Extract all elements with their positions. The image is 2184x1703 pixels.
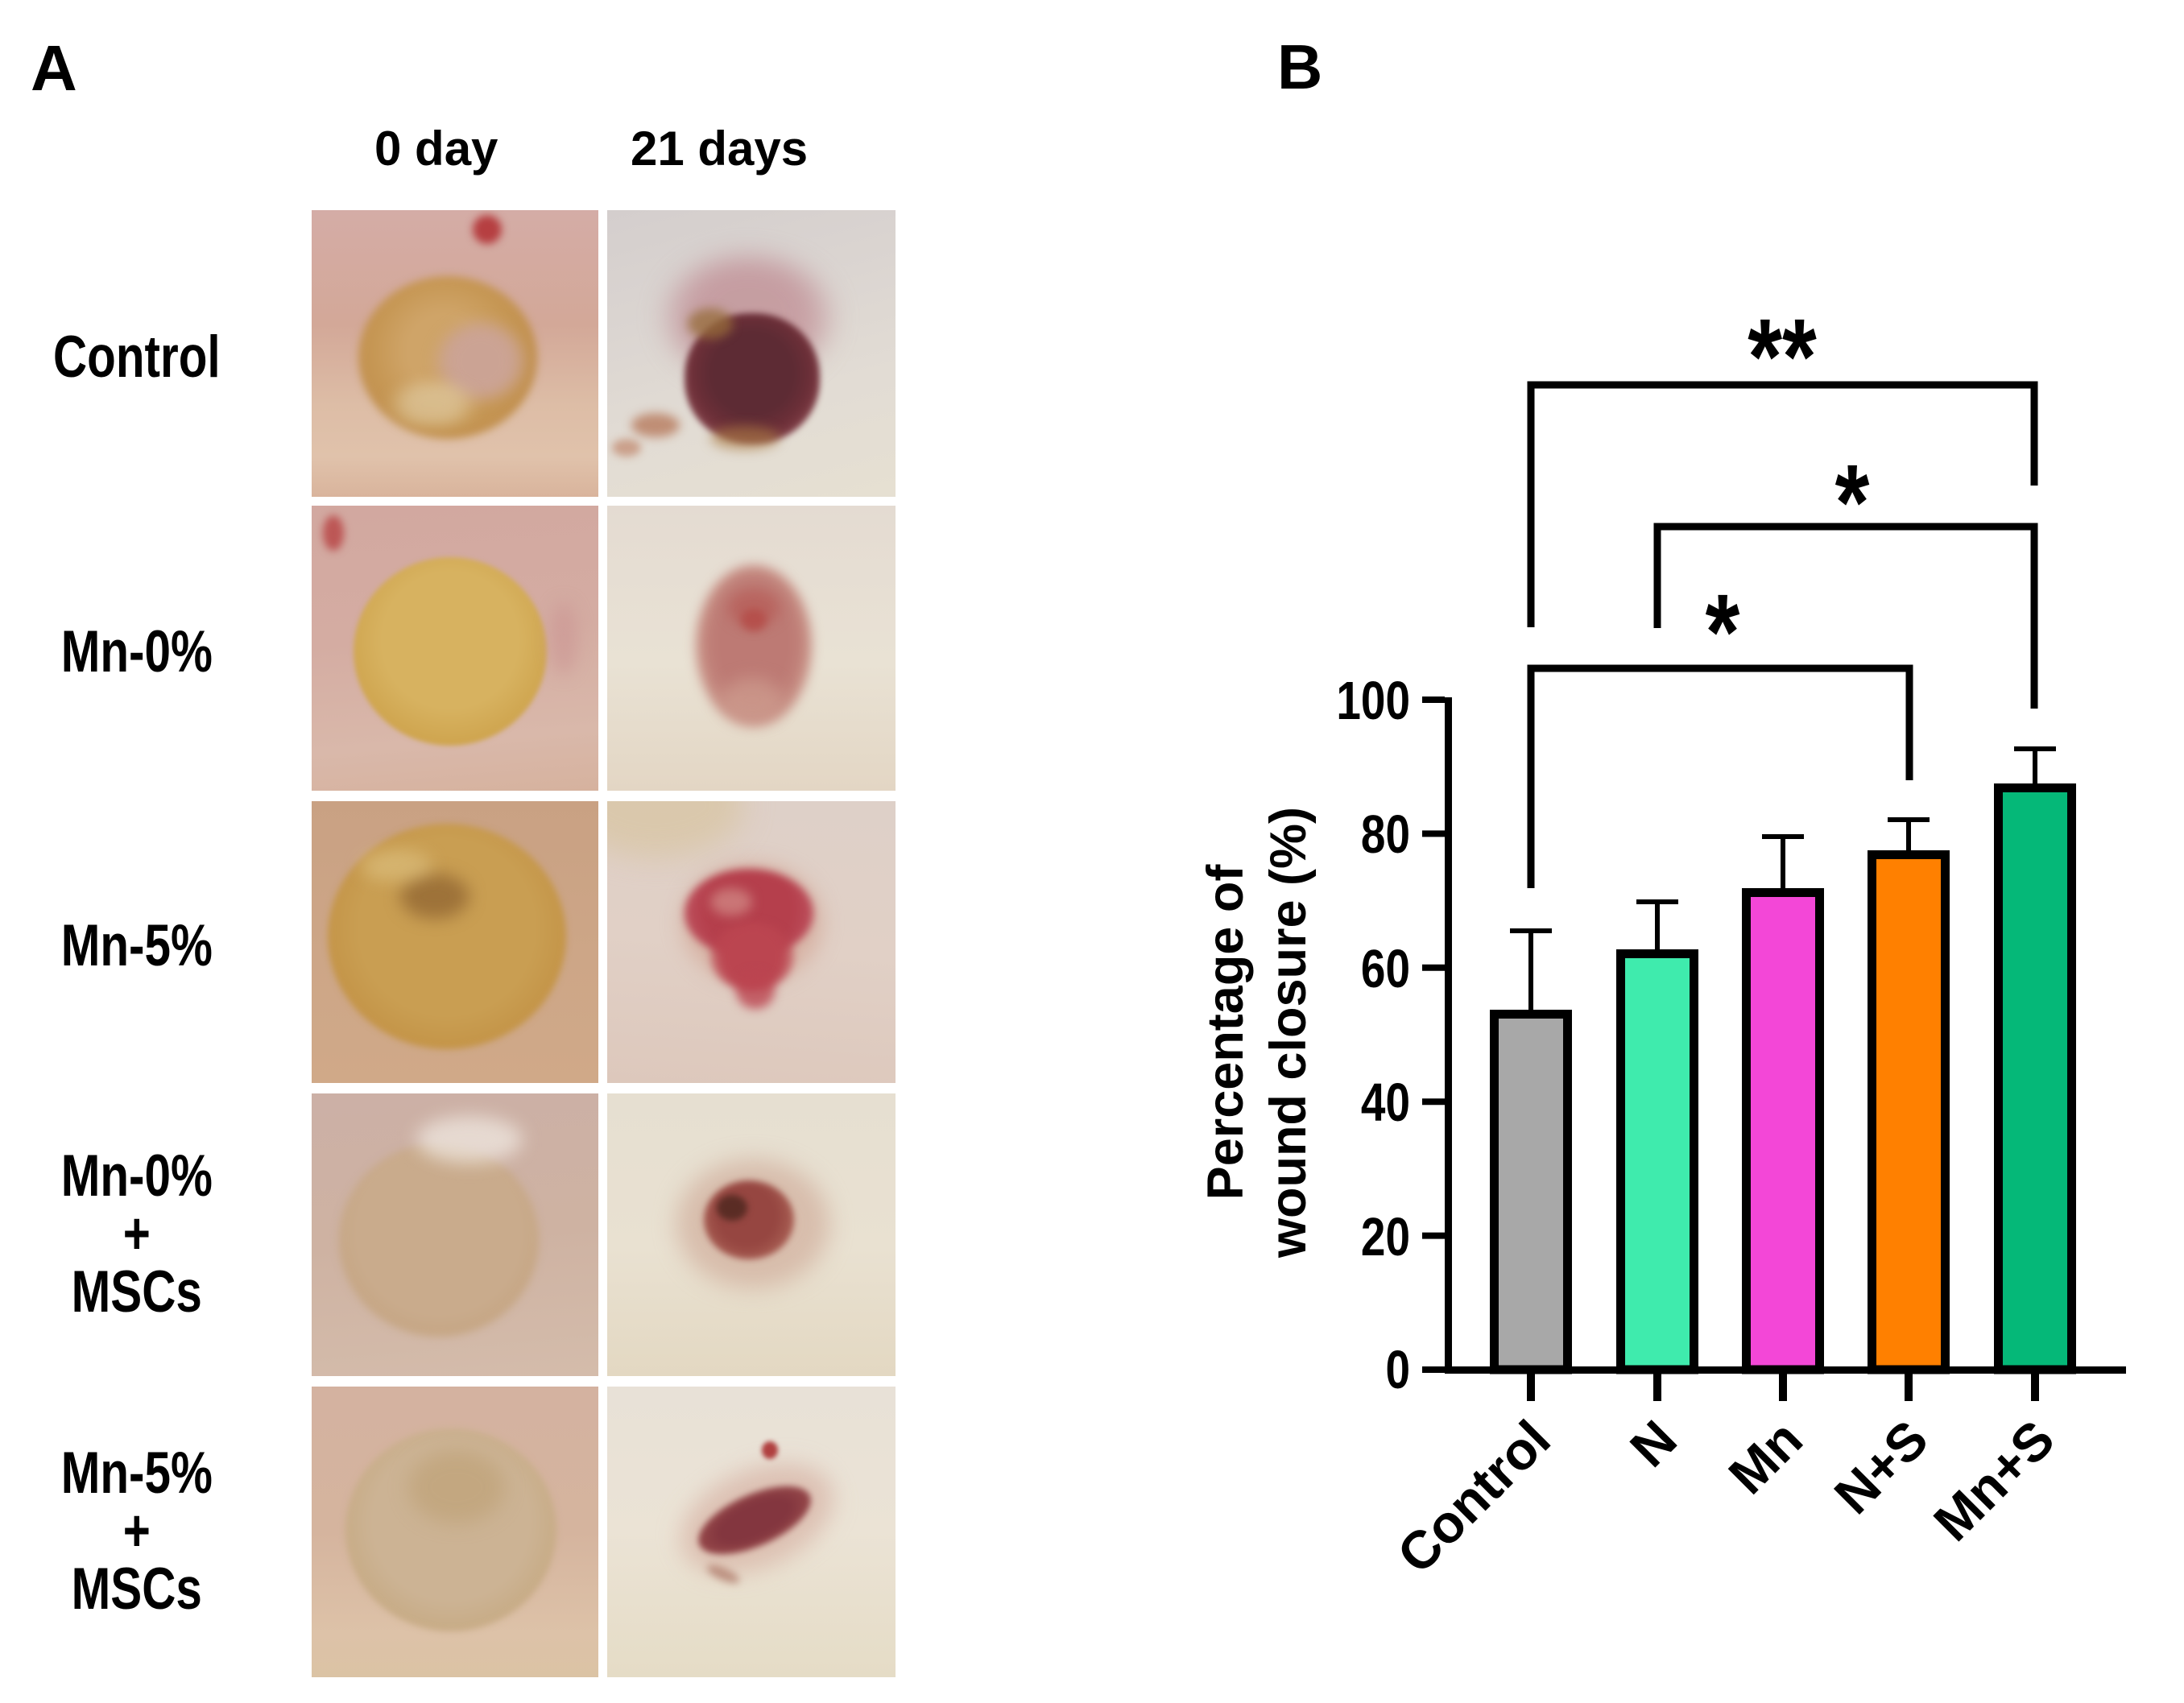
- svg-text:Mn: Mn: [1717, 1409, 1814, 1506]
- svg-text:**: **: [1748, 296, 1817, 417]
- svg-text:Percentage of: Percentage of: [1197, 864, 1254, 1201]
- svg-text:*: *: [1706, 572, 1740, 692]
- svg-text:wound closure (%): wound closure (%): [1260, 807, 1317, 1259]
- svg-text:40: 40: [1361, 1073, 1410, 1132]
- svg-text:Mn+S: Mn+S: [1922, 1409, 2066, 1552]
- svg-text:20: 20: [1361, 1207, 1410, 1267]
- svg-text:*: *: [1835, 442, 1870, 563]
- svg-text:80: 80: [1361, 804, 1410, 864]
- svg-text:N+S: N+S: [1822, 1409, 1938, 1525]
- svg-text:Control: Control: [1386, 1409, 1561, 1585]
- svg-text:N: N: [1619, 1409, 1688, 1478]
- svg-text:60: 60: [1361, 939, 1410, 998]
- svg-text:100: 100: [1336, 671, 1410, 730]
- svg-text:0: 0: [1385, 1340, 1410, 1399]
